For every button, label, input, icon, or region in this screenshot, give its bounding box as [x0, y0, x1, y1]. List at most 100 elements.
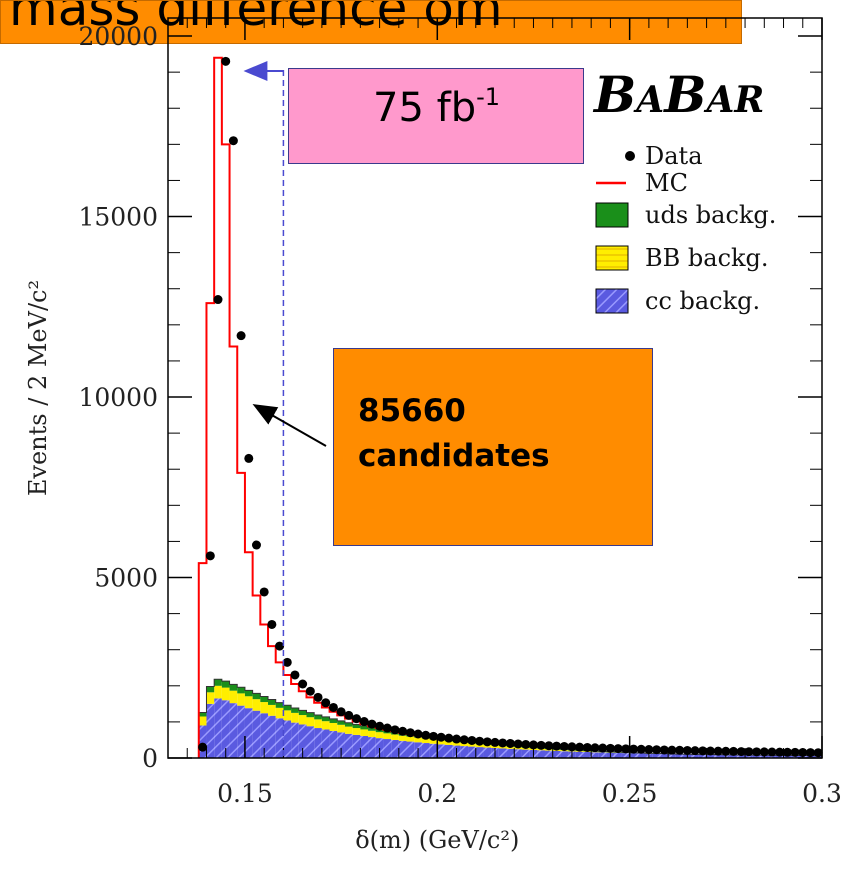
bb-background-bin [406, 736, 415, 742]
data-point [367, 719, 377, 729]
data-point [475, 736, 485, 746]
bb-background-bin [452, 742, 461, 746]
x-tick-label: 0.15 [217, 779, 273, 808]
data-point [698, 746, 708, 756]
data-point [621, 744, 631, 754]
data-point [452, 734, 462, 744]
bb-background-bin [260, 702, 269, 714]
uds-background-bin [283, 705, 292, 711]
uds-background-bin [291, 708, 299, 713]
cc-background-bin [575, 751, 584, 758]
uds-background-bin [344, 722, 353, 727]
data-point [328, 702, 338, 712]
bb-background-bin [429, 739, 438, 744]
data-point [552, 741, 562, 751]
legend-item-uds: uds backg. [595, 201, 776, 229]
cc-background-bin [260, 713, 269, 758]
uds-background-bin [244, 690, 253, 697]
cc-background-bin [252, 710, 261, 758]
data-point [198, 742, 208, 752]
data-point [398, 726, 408, 736]
cc-background-bin [283, 720, 292, 758]
data-point [544, 741, 554, 751]
candidates-label: 85660 candidates [358, 389, 550, 479]
cc-background-bin [475, 747, 484, 758]
cc-background-bin [768, 755, 776, 758]
cc-background-bin [368, 737, 376, 758]
data-point [205, 551, 215, 561]
cc-background-bin [668, 754, 676, 758]
data-point [382, 723, 392, 733]
cc-background-bin [237, 705, 245, 758]
uds-background-bin [368, 727, 376, 731]
babar-logo: BABAR [592, 65, 764, 124]
bb-background-bin [306, 717, 315, 727]
legend-bb-label: BB backg. [645, 244, 769, 272]
data-point [628, 744, 638, 754]
data-point [421, 730, 431, 740]
candidates-box: 85660 candidates [333, 348, 653, 546]
data-point [528, 740, 538, 750]
bb-background-bin [321, 721, 330, 730]
cc-background-bin [675, 754, 684, 758]
legend-cc-swatch [595, 288, 629, 314]
legend-item-cc: cc backg. [595, 287, 760, 315]
uds-background-bin [229, 684, 238, 691]
cc-background-bin [483, 747, 492, 758]
bb-background-bin [214, 685, 222, 699]
cc-background-bin [398, 740, 407, 758]
data-point [513, 739, 523, 749]
data-point [436, 732, 446, 742]
bb-background-bin [291, 712, 299, 723]
bb-background-bin [329, 722, 338, 731]
bb-background-bin [344, 726, 353, 734]
data-point [228, 136, 238, 146]
cc-background-bin [691, 754, 699, 758]
bb-background-bin [268, 704, 276, 716]
cc-background-bin [498, 748, 507, 758]
bb-background-bin [298, 715, 307, 725]
cc-background-bin [214, 698, 222, 758]
uds-background-bin [237, 687, 245, 694]
y-axis-title: Events / 2 MeV/c² [24, 280, 52, 496]
data-point [444, 733, 454, 743]
data-point [675, 745, 685, 755]
bb-background-bin [283, 710, 292, 721]
cc-background-bin [291, 722, 299, 758]
banner-text: mass difference δm [9, 0, 503, 37]
bb-background-bin [252, 699, 261, 711]
uds-background-bin [198, 712, 207, 717]
cc-background-bin [229, 703, 238, 758]
cc-background-bin [444, 744, 453, 758]
y-tick-label: 20000 [78, 22, 158, 51]
bb-background-bin [444, 741, 453, 745]
data-point [767, 747, 777, 757]
legend-data-marker [625, 151, 635, 161]
data-point [667, 745, 677, 755]
cc-background-bin [268, 715, 276, 758]
data-point [298, 679, 308, 689]
legend-mc-label: MC [645, 169, 688, 197]
data-point [352, 714, 362, 724]
data-point [782, 747, 792, 757]
data-point [690, 746, 700, 756]
candidates-count: 85660 [358, 393, 466, 429]
cc-background-bin [706, 754, 715, 758]
data-point [582, 742, 592, 752]
cc-background-bin [506, 748, 515, 758]
data-point [705, 746, 715, 756]
data-point [636, 744, 646, 754]
uds-background-bin [275, 702, 284, 708]
data-point [428, 731, 438, 741]
cc-background-bin [552, 750, 561, 758]
bb-background-bin [229, 690, 238, 704]
bb-background-bin [352, 728, 361, 735]
data-point [221, 56, 231, 66]
x-tick-label: 0.2 [417, 779, 457, 808]
data-point [659, 745, 669, 755]
data-point [744, 747, 754, 757]
data-point [736, 747, 746, 757]
cc-background-bin [591, 752, 599, 758]
x-tick-label: 0.3 [802, 779, 842, 808]
y-tick-label: 5000 [94, 564, 158, 593]
